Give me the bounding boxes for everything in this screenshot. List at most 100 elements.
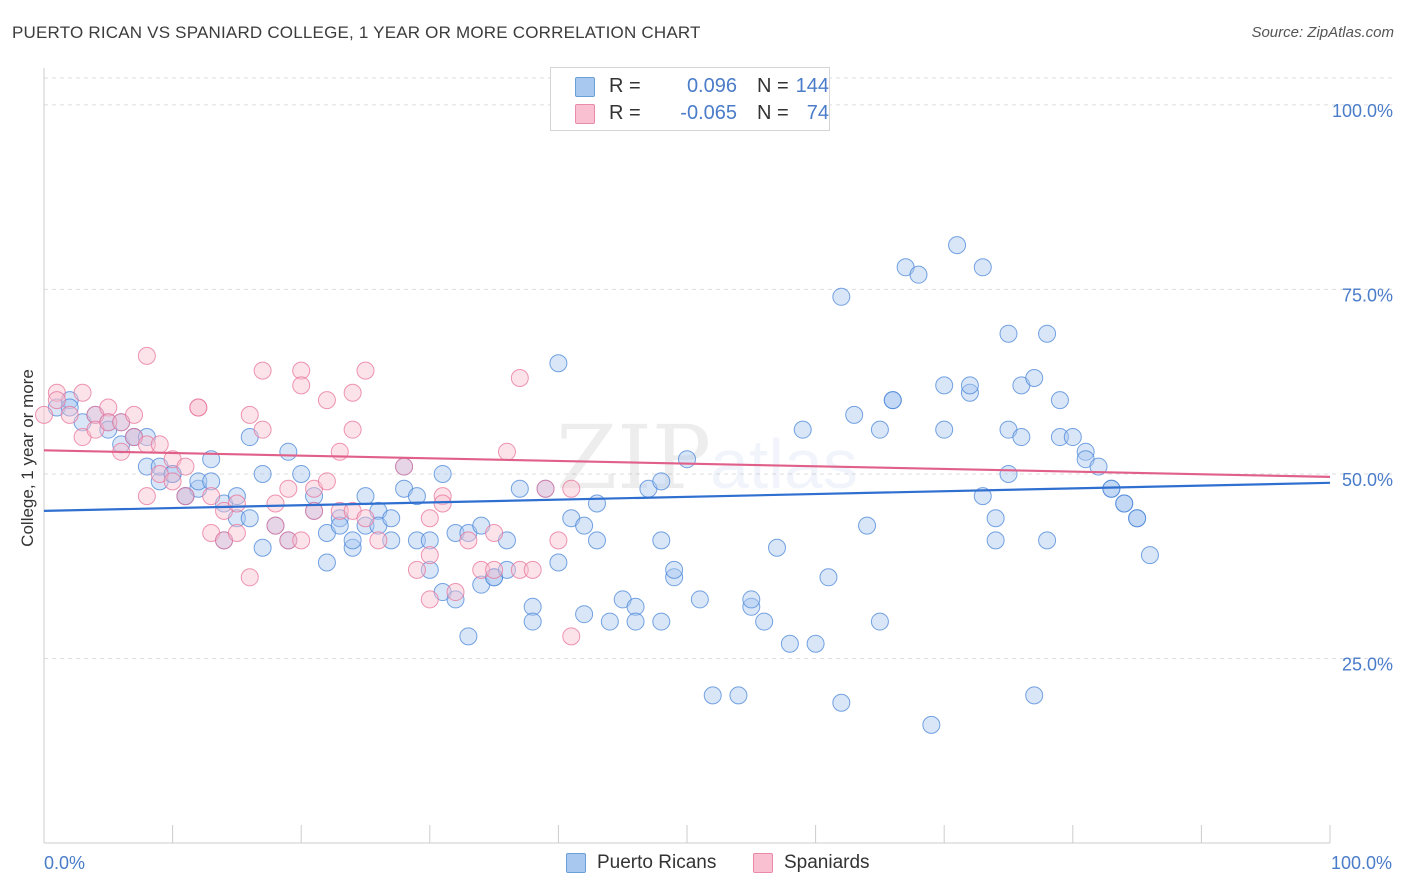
point-spaniard (356, 509, 375, 528)
point-spaniard (317, 472, 336, 491)
point-puerto-rican (999, 464, 1018, 483)
point-puerto-rican (626, 597, 645, 616)
point-puerto-rican (600, 612, 619, 631)
point-puerto-rican (1025, 686, 1044, 705)
point-spaniard (47, 391, 66, 410)
legend-r-value: 0.096 (686, 75, 737, 97)
point-puerto-rican (986, 509, 1005, 528)
point-puerto-rican (1140, 546, 1159, 565)
point-puerto-rican (343, 531, 362, 550)
point-spaniard (420, 546, 439, 565)
point-spaniard (99, 398, 118, 417)
point-puerto-rican (883, 391, 902, 410)
point-puerto-rican (1076, 442, 1095, 461)
y-tick-label: 75.0% (1342, 285, 1393, 305)
point-puerto-rican (999, 324, 1018, 343)
point-puerto-rican (1038, 324, 1057, 343)
point-puerto-rican (240, 509, 259, 528)
legend-n-value: 74 (806, 102, 829, 124)
point-spaniard (446, 583, 465, 602)
point-puerto-rican (755, 612, 774, 631)
point-puerto-rican (690, 590, 709, 609)
point-puerto-rican (1025, 369, 1044, 387)
point-puerto-rican (819, 568, 838, 587)
point-spaniard (317, 391, 336, 410)
trend-line-spaniards (43, 449, 1331, 479)
point-spaniard (305, 501, 324, 520)
point-puerto-rican (780, 634, 799, 653)
legend-swatch-pink (753, 853, 773, 873)
point-spaniard (292, 531, 311, 550)
point-spaniard (433, 487, 452, 506)
point-spaniard (163, 472, 182, 491)
y-tick-label: 50.0% (1342, 470, 1393, 490)
point-puerto-rican (1063, 428, 1082, 447)
point-puerto-rican (549, 553, 568, 572)
point-spaniard (47, 383, 66, 402)
point-spaniard (343, 383, 362, 402)
point-puerto-rican (832, 693, 851, 712)
point-spaniard (253, 420, 272, 439)
point-puerto-rican (523, 612, 542, 631)
point-puerto-rican (703, 686, 722, 705)
point-puerto-rican (523, 597, 542, 616)
point-spaniard (266, 494, 285, 513)
y-axis-label: College, 1 year or more (18, 369, 37, 547)
source-label: Source: ZipAtlas.com (1251, 24, 1394, 41)
legend-label: Spaniards (784, 852, 870, 873)
point-spaniard (549, 531, 568, 550)
point-puerto-rican (870, 612, 889, 631)
point-spaniard (150, 435, 169, 454)
point-puerto-rican (446, 590, 465, 609)
point-spaniard (407, 560, 426, 579)
legend-swatch-pink (575, 104, 595, 124)
point-spaniard (35, 405, 53, 424)
point-spaniard (227, 524, 246, 542)
point-puerto-rican (356, 487, 375, 506)
y-tick-label: 25.0% (1342, 654, 1393, 674)
point-spaniard (240, 405, 259, 424)
point-spaniard (433, 494, 452, 513)
point-puerto-rican (870, 420, 889, 439)
point-puerto-rican (652, 472, 671, 491)
point-puerto-rican (935, 376, 954, 395)
point-puerto-rican (768, 538, 787, 557)
point-puerto-rican (292, 464, 311, 483)
point-puerto-rican (459, 627, 478, 646)
point-spaniard (510, 560, 529, 579)
point-puerto-rican (382, 509, 401, 528)
point-puerto-rican (922, 715, 941, 734)
point-puerto-rican (510, 479, 529, 498)
point-puerto-rican (433, 464, 452, 483)
point-puerto-rican (420, 531, 439, 550)
point-puerto-rican (742, 590, 761, 609)
point-puerto-rican (652, 531, 671, 550)
trend-lines (43, 449, 1331, 512)
point-spaniard (536, 479, 555, 498)
point-spaniard (176, 457, 195, 476)
legend-swatch-blue (566, 853, 586, 873)
point-puerto-rican (806, 634, 825, 653)
point-puerto-rican (948, 236, 967, 255)
point-spaniard (420, 590, 439, 609)
point-puerto-rican (420, 560, 439, 579)
point-puerto-rican (497, 560, 516, 579)
point-puerto-rican (587, 531, 606, 550)
point-puerto-rican (973, 487, 992, 506)
point-puerto-rican (986, 531, 1005, 550)
point-puerto-rican (858, 516, 877, 535)
data-points (35, 236, 1159, 734)
point-puerto-rican (909, 265, 928, 284)
point-spaniard (279, 531, 298, 550)
point-puerto-rican (575, 605, 594, 624)
point-spaniard (485, 560, 504, 579)
point-puerto-rican (960, 376, 979, 395)
point-puerto-rican (1115, 494, 1134, 513)
point-puerto-rican (575, 516, 594, 535)
point-puerto-rican (678, 450, 696, 469)
point-spaniard (485, 524, 504, 542)
x-tick-label-min: 0.0% (44, 853, 85, 873)
trend-line-puerto-ricans (43, 481, 1331, 512)
point-spaniard (202, 487, 221, 506)
